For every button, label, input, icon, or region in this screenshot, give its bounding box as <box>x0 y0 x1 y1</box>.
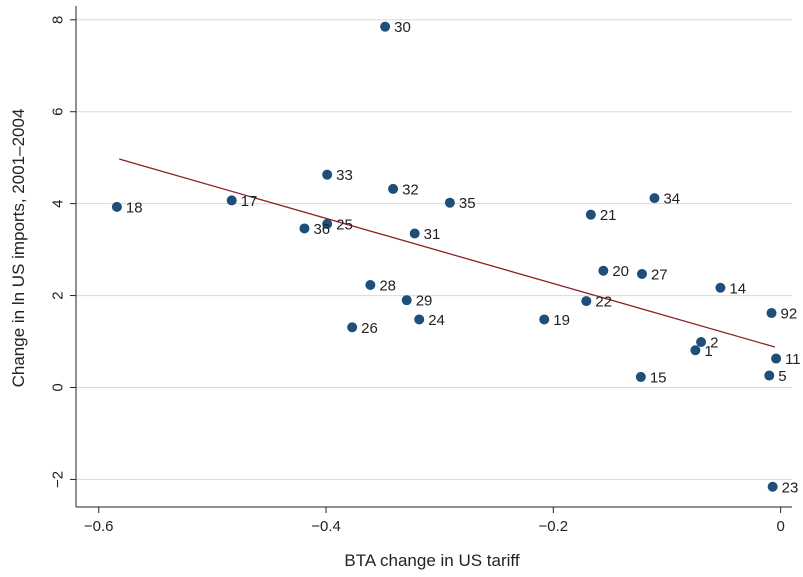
fit-line-group <box>119 158 776 348</box>
data-point <box>598 265 609 276</box>
data-point <box>401 295 412 306</box>
data-point <box>322 218 333 229</box>
data-label: 33 <box>336 167 353 184</box>
data-label: 18 <box>126 199 143 216</box>
data-label: 29 <box>416 293 433 310</box>
data-point <box>764 370 775 381</box>
data-point <box>409 228 420 239</box>
data-label: 19 <box>553 312 570 329</box>
data-label: 21 <box>600 207 617 224</box>
data-label: 28 <box>379 277 396 294</box>
data-point <box>696 336 707 347</box>
data-point <box>380 21 391 32</box>
data-label: 1 <box>704 343 712 360</box>
y-tick-label: 6 <box>50 108 67 116</box>
data-point <box>539 314 550 325</box>
data-label: 23 <box>782 479 799 496</box>
data-label: 24 <box>428 312 445 329</box>
fit-line <box>119 158 776 348</box>
x-tick-label: −0.2 <box>539 518 569 535</box>
data-label: 92 <box>781 306 798 323</box>
x-tick-label: 0 <box>776 518 784 535</box>
data-point <box>635 371 646 382</box>
data-point <box>649 193 660 204</box>
data-point <box>365 279 376 290</box>
data-point <box>388 183 399 194</box>
data-point <box>771 353 782 364</box>
data-label: 25 <box>336 216 353 233</box>
data-point <box>585 209 596 220</box>
data-point <box>347 322 358 333</box>
y-tick-label: 4 <box>50 199 67 207</box>
data-point <box>766 308 777 319</box>
x-tick-label: −0.4 <box>311 518 341 535</box>
y-tick-label: 2 <box>50 291 67 299</box>
data-point <box>444 197 455 208</box>
data-point <box>636 268 647 279</box>
data-points <box>111 21 782 492</box>
data-point <box>226 195 237 206</box>
data-label: 30 <box>394 19 411 36</box>
data-label: 32 <box>402 181 419 198</box>
data-label: 35 <box>459 195 476 212</box>
data-label: 20 <box>612 263 629 280</box>
data-label: 36 <box>313 221 330 238</box>
data-label: 2 <box>710 334 718 351</box>
data-label: 22 <box>595 294 612 311</box>
data-label: 27 <box>651 266 668 283</box>
data-point <box>111 201 122 212</box>
y-axis-title: Change in ln US imports, 2001–2004 <box>9 109 28 388</box>
x-tick-label: −0.6 <box>84 518 114 535</box>
data-point <box>414 314 425 325</box>
data-label: 5 <box>778 368 786 385</box>
data-point <box>767 481 778 492</box>
x-axis-title: BTA change in US tariff <box>344 551 519 570</box>
data-point <box>715 282 726 293</box>
data-label: 11 <box>785 351 801 368</box>
data-point <box>322 169 333 180</box>
gridlines <box>76 19 792 480</box>
data-label: 31 <box>424 226 441 243</box>
y-tick-label: 0 <box>50 383 67 391</box>
data-point <box>581 296 592 307</box>
data-point <box>690 345 701 356</box>
y-tick-label: 8 <box>50 16 67 24</box>
data-label: 15 <box>650 369 667 386</box>
y-tick-label: −2 <box>50 471 67 488</box>
data-label: 14 <box>729 280 746 297</box>
data-label: 17 <box>241 193 258 210</box>
data-point <box>299 223 310 234</box>
data-label: 34 <box>663 191 680 208</box>
data-label: 26 <box>361 320 378 337</box>
